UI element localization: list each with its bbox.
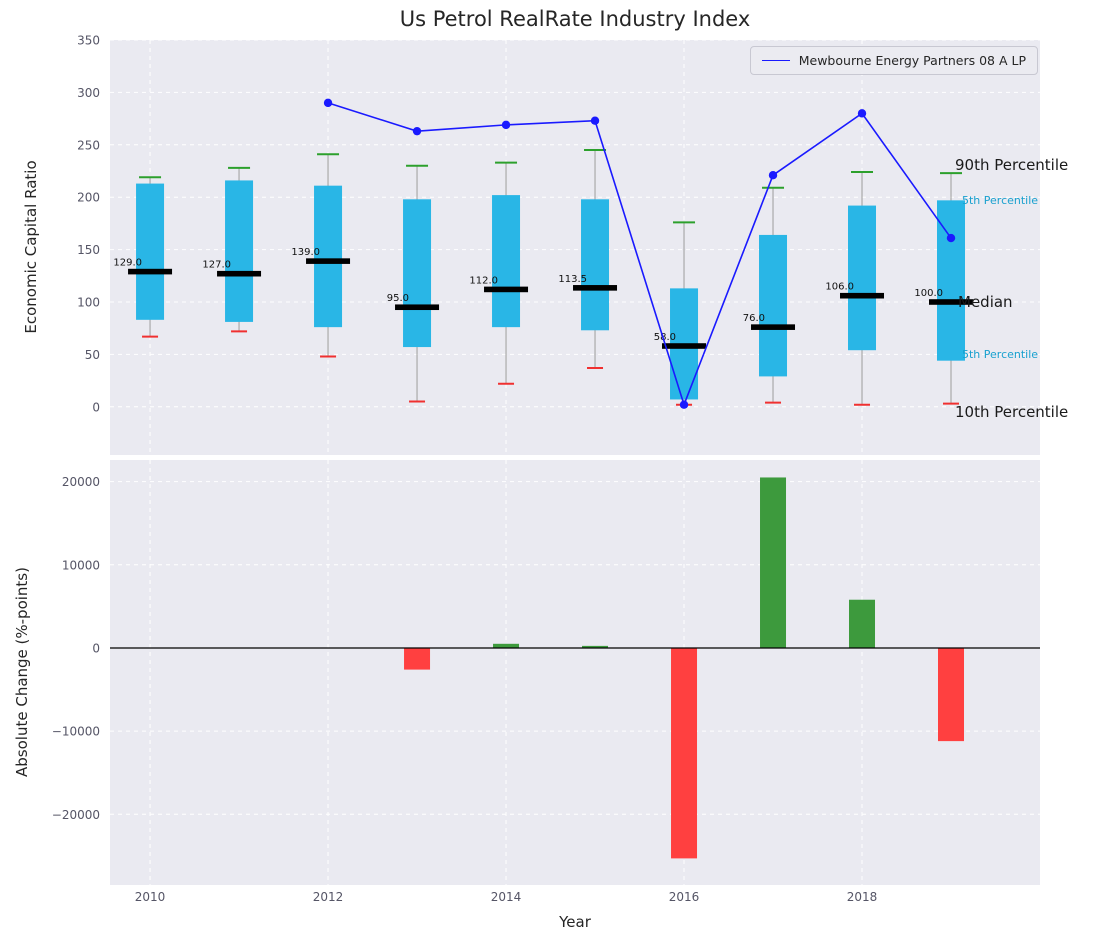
- svg-text:58.0: 58.0: [654, 332, 676, 343]
- box-2016: 58.0: [654, 221, 707, 406]
- svg-text:106.0: 106.0: [825, 282, 854, 293]
- legend-label: Mewbourne Energy Partners 08 A LP: [798, 53, 1026, 68]
- tick-labels: 0 50 100 150 200 250 300 350 −20000 −10000 0 10000 2…: [52, 34, 878, 905]
- svg-text:−20000: −20000: [52, 808, 100, 822]
- svg-text:100.0: 100.0: [914, 288, 943, 299]
- svg-text:2016: 2016: [669, 890, 700, 904]
- bottom-y-axis-label: Absolute Change (%-points): [13, 567, 31, 777]
- box-2013: 95.0: [387, 164, 440, 403]
- legend: Mewbourne Energy Partners 08 A LP: [749, 46, 1038, 75]
- svg-text:129.0: 129.0: [113, 258, 142, 269]
- svg-text:0: 0: [92, 641, 100, 655]
- svg-text:2010: 2010: [135, 890, 166, 904]
- svg-text:2012: 2012: [313, 890, 344, 904]
- bar-2019: [938, 647, 965, 742]
- svg-text:−10000: −10000: [52, 725, 100, 739]
- svg-text:76.0: 76.0: [743, 313, 765, 324]
- box-2017: 76.0: [743, 186, 796, 404]
- box-2012: 139.0: [291, 153, 351, 358]
- box-2019: 100.0: [914, 172, 974, 405]
- svg-text:200: 200: [77, 191, 100, 205]
- change-bars: [110, 477, 1040, 859]
- box-2010: 129.0: [113, 176, 173, 338]
- bar-2013: [404, 647, 431, 670]
- svg-text:139.0: 139.0: [291, 247, 320, 258]
- top-y-axis-label: Economic Capital Ratio: [22, 160, 40, 334]
- svg-text:0: 0: [92, 400, 100, 414]
- svg-text:2018: 2018: [847, 890, 878, 904]
- annotation-median: Median: [958, 292, 1013, 311]
- svg-text:50: 50: [85, 348, 100, 362]
- svg-text:2014: 2014: [491, 890, 522, 904]
- annotation-10th-percentile: 10th Percentile: [955, 402, 1069, 421]
- box-2014: 112.0: [469, 161, 529, 385]
- svg-text:127.0: 127.0: [202, 260, 231, 271]
- bar-2017: [760, 477, 787, 648]
- legend-line-sample: [761, 60, 790, 61]
- annotation-75th-percentile: 5th Percentile: [962, 193, 1039, 207]
- svg-text:10000: 10000: [62, 558, 100, 572]
- bar-2016: [671, 647, 698, 859]
- svg-text:100: 100: [77, 295, 100, 309]
- box-2011: 127.0: [202, 166, 262, 333]
- x-axis-label: Year: [559, 913, 591, 931]
- box-2018: 106.0: [825, 171, 885, 406]
- gridlines: [110, 39, 1040, 885]
- svg-text:150: 150: [77, 243, 100, 257]
- bar-2015: [582, 645, 609, 648]
- bottom-plot-area: [110, 460, 1040, 885]
- top-plot-area: [110, 40, 1040, 455]
- svg-text:113.5: 113.5: [558, 274, 587, 285]
- company-line: [323, 98, 956, 409]
- svg-text:350: 350: [77, 34, 100, 48]
- svg-text:20000: 20000: [62, 475, 100, 489]
- svg-text:95.0: 95.0: [387, 293, 409, 304]
- bar-2018: [849, 599, 876, 648]
- svg-text:250: 250: [77, 138, 100, 152]
- box-2015: 113.5: [558, 149, 618, 370]
- chart-title: Us Petrol RealRate Industry Index: [399, 7, 751, 31]
- svg-text:300: 300: [77, 86, 100, 100]
- annotation-90th-percentile: 90th Percentile: [955, 156, 1069, 175]
- annotation-25th-percentile: 5th Percentile: [962, 347, 1039, 361]
- bar-2014: [493, 643, 520, 648]
- svg-text:112.0: 112.0: [469, 275, 498, 286]
